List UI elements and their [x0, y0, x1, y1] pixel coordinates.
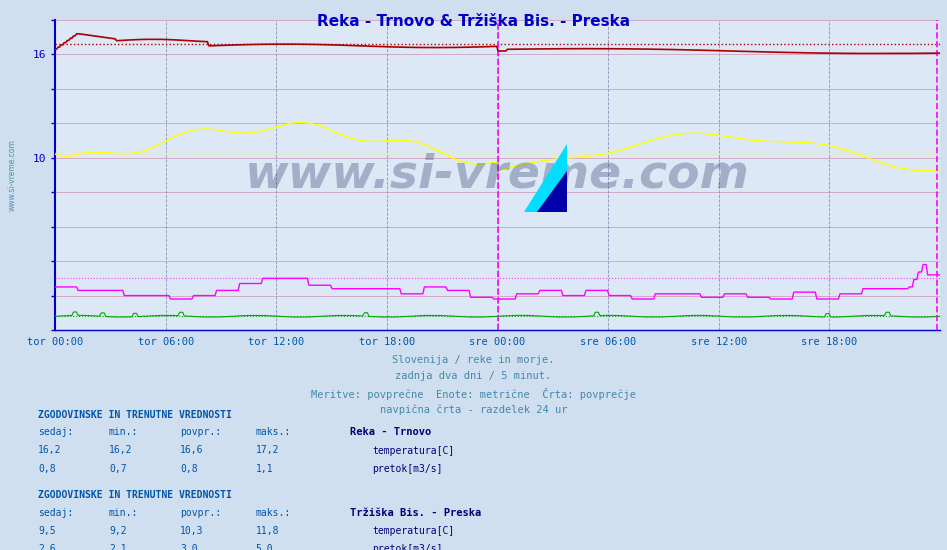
Text: povpr.:: povpr.:	[180, 508, 221, 518]
Text: 9,5: 9,5	[38, 526, 56, 536]
Polygon shape	[524, 144, 566, 212]
Text: temperatura[C]: temperatura[C]	[372, 446, 455, 455]
Text: www.si-vreme.com: www.si-vreme.com	[8, 139, 17, 211]
Text: www.si-vreme.com: www.si-vreme.com	[245, 152, 750, 197]
Text: 3,0: 3,0	[180, 544, 198, 550]
Text: temperatura[C]: temperatura[C]	[372, 526, 455, 536]
Text: povpr.:: povpr.:	[180, 427, 221, 437]
Text: 5,0: 5,0	[256, 544, 274, 550]
Text: sre 06:00: sre 06:00	[580, 337, 636, 346]
Text: tor 18:00: tor 18:00	[359, 337, 415, 346]
Text: sre 00:00: sre 00:00	[470, 337, 526, 346]
Text: 9,2: 9,2	[109, 526, 127, 536]
Text: 16,2: 16,2	[109, 446, 133, 455]
Text: navpična črta - razdelek 24 ur: navpična črta - razdelek 24 ur	[380, 404, 567, 415]
Text: zadnja dva dni / 5 minut.: zadnja dva dni / 5 minut.	[396, 371, 551, 381]
Text: min.:: min.:	[109, 427, 138, 437]
Text: sre 12:00: sre 12:00	[690, 337, 747, 346]
Text: tor 00:00: tor 00:00	[27, 337, 83, 346]
Text: 0,7: 0,7	[109, 464, 127, 474]
Text: Tržiška Bis. - Preska: Tržiška Bis. - Preska	[350, 508, 482, 518]
Text: Meritve: povprečne  Enote: metrične  Črta: povprečje: Meritve: povprečne Enote: metrične Črta:…	[311, 388, 636, 400]
Text: sedaj:: sedaj:	[38, 427, 73, 437]
Text: 11,8: 11,8	[256, 526, 279, 536]
Text: 10,3: 10,3	[180, 526, 204, 536]
Text: maks.:: maks.:	[256, 508, 291, 518]
Text: 2,1: 2,1	[109, 544, 127, 550]
Text: tor 12:00: tor 12:00	[248, 337, 304, 346]
Text: 0,8: 0,8	[38, 464, 56, 474]
Polygon shape	[537, 171, 566, 212]
Text: pretok[m3/s]: pretok[m3/s]	[372, 544, 442, 550]
Text: 0,8: 0,8	[180, 464, 198, 474]
Text: 2,6: 2,6	[38, 544, 56, 550]
Text: ZGODOVINSKE IN TRENUTNE VREDNOSTI: ZGODOVINSKE IN TRENUTNE VREDNOSTI	[38, 490, 232, 500]
Text: 17,2: 17,2	[256, 446, 279, 455]
Text: sedaj:: sedaj:	[38, 508, 73, 518]
Text: 1,1: 1,1	[256, 464, 274, 474]
Text: min.:: min.:	[109, 508, 138, 518]
Text: tor 06:00: tor 06:00	[137, 337, 194, 346]
Text: Reka - Trnovo: Reka - Trnovo	[350, 427, 432, 437]
Text: 16,6: 16,6	[180, 446, 204, 455]
Text: Slovenija / reke in morje.: Slovenija / reke in morje.	[392, 355, 555, 365]
Text: ZGODOVINSKE IN TRENUTNE VREDNOSTI: ZGODOVINSKE IN TRENUTNE VREDNOSTI	[38, 410, 232, 420]
Text: 16,2: 16,2	[38, 446, 62, 455]
Text: maks.:: maks.:	[256, 427, 291, 437]
Text: pretok[m3/s]: pretok[m3/s]	[372, 464, 442, 474]
Text: sre 18:00: sre 18:00	[801, 337, 857, 346]
Text: Reka - Trnovo & Tržiška Bis. - Preska: Reka - Trnovo & Tržiška Bis. - Preska	[317, 14, 630, 29]
